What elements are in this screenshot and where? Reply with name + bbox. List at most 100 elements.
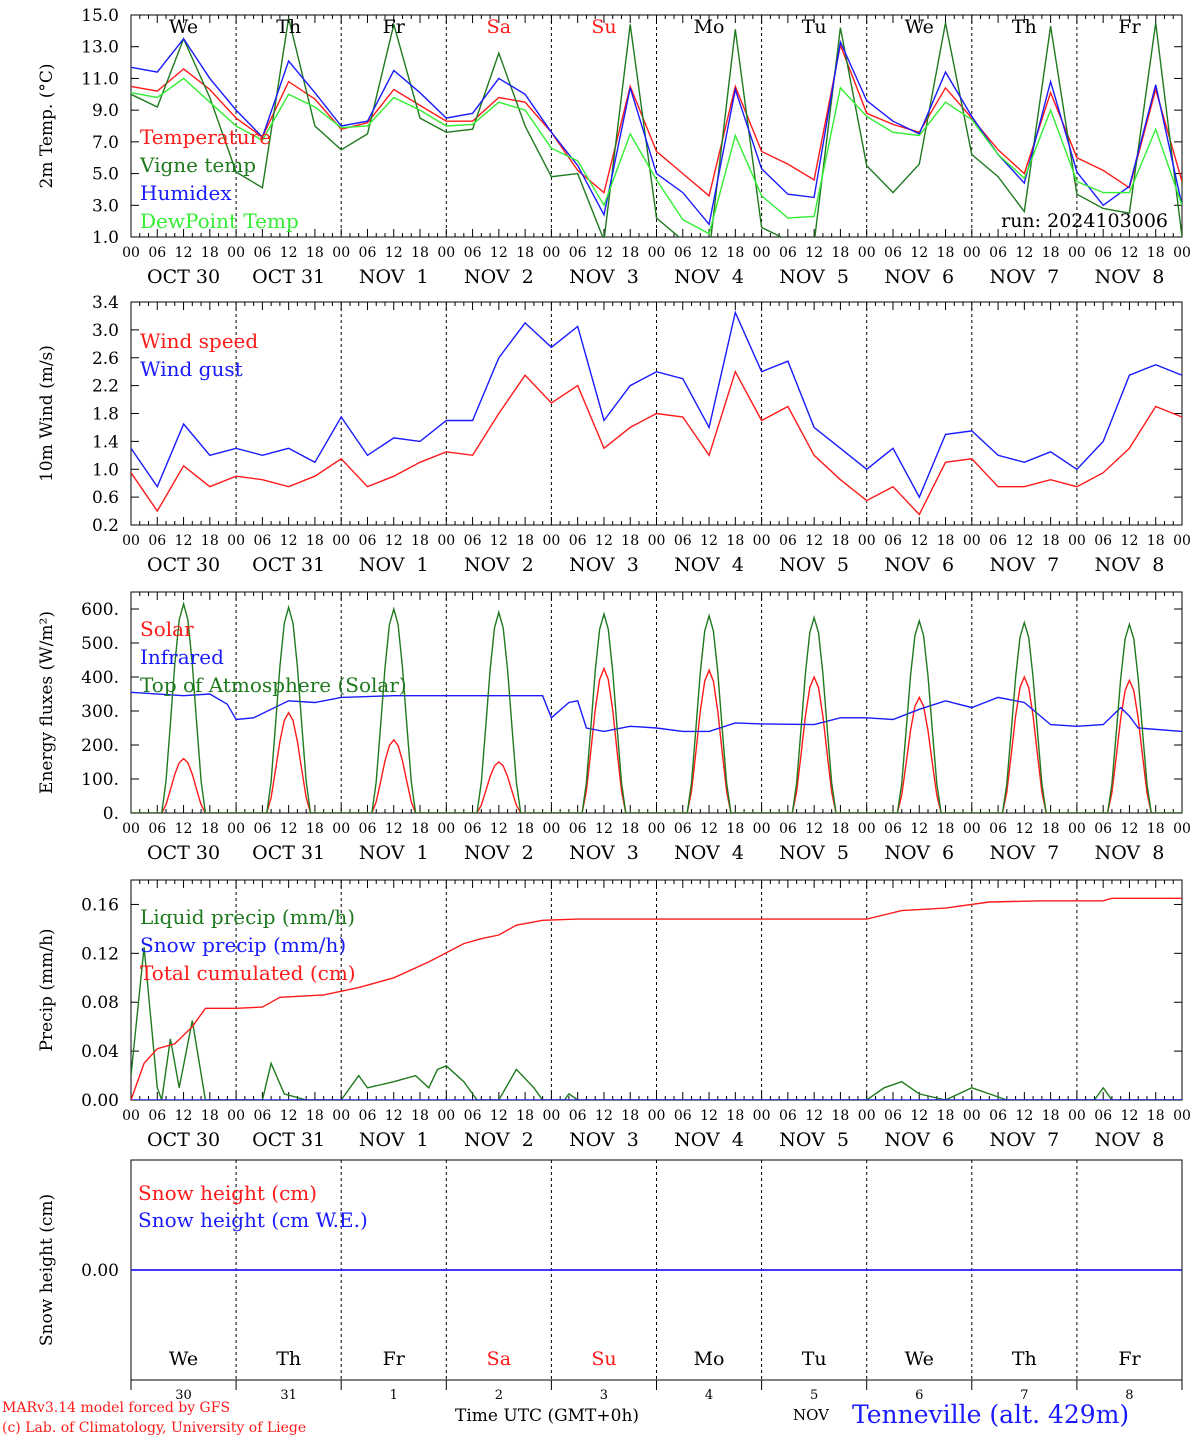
legend-entry: Infrared [140, 645, 224, 669]
day-label: NOV 6 [884, 1129, 954, 1151]
hour-tick-label: 18 [201, 245, 219, 261]
weekday-label: We [905, 16, 934, 38]
panel-2: 0.2 0.6 1.0 1.4 1.8 2.2 2.6 3.0 3.4 10m Wind (m/s… [37, 293, 1191, 576]
hour-tick-label: 18 [411, 533, 429, 549]
day-label: NOV 5 [779, 554, 849, 576]
hour-tick-label: 06 [359, 1108, 377, 1124]
series-line [131, 666, 1182, 813]
panel-5: 0.00 Snow height (cm) Snow height (cm) Snow… [37, 1159, 1183, 1381]
hour-tick-label: 18 [621, 821, 639, 837]
hour-tick-label: 06 [464, 821, 482, 837]
y-tick-label: 13.0 [81, 38, 119, 58]
y-axis-label: 2m Temp. (°C) [37, 63, 57, 188]
hour-tick-label: 06 [253, 821, 271, 837]
legend-entry: Top of Atmosphere (Solar) [140, 673, 407, 697]
series-line [131, 601, 1182, 813]
series-line [131, 18, 1182, 237]
series-line [131, 77, 1182, 235]
y-tick-label: 200. [81, 736, 119, 756]
hour-tick-label: 12 [1015, 821, 1033, 837]
hour-tick-label: 18 [621, 1108, 639, 1124]
day-label: NOV 5 [779, 266, 849, 288]
hour-tick-label: 18 [937, 245, 955, 261]
y-tick-label: 1.4 [92, 432, 119, 452]
y-tick-label: 0. [103, 804, 119, 824]
day-label: NOV 7 [989, 842, 1059, 864]
hour-tick-label: 12 [1121, 1108, 1139, 1124]
series-line [131, 310, 1182, 499]
weekday-label: Mo [694, 1348, 725, 1370]
weekday-label: Mo [694, 16, 725, 38]
day-label: NOV 6 [884, 842, 954, 864]
hour-tick-label: 00 [332, 821, 350, 837]
hour-tick-label: 18 [306, 821, 324, 837]
hour-tick-label: 18 [1147, 245, 1165, 261]
day-number-label: 2 [495, 1388, 503, 1403]
hour-tick-label: 06 [884, 245, 902, 261]
hour-tick-label: 12 [175, 821, 193, 837]
hour-tick-label: 12 [700, 245, 718, 261]
hour-tick-label: 12 [805, 1108, 823, 1124]
hour-tick-label: 00 [227, 245, 245, 261]
weekday-label: Th [1012, 1348, 1037, 1370]
day-label: NOV 4 [674, 554, 744, 576]
day-label: NOV 7 [989, 554, 1059, 576]
hour-tick-label: 06 [464, 245, 482, 261]
hour-tick-label: 12 [280, 821, 298, 837]
legend-entry: DewPoint Temp [140, 209, 299, 233]
hour-tick-label: 06 [464, 533, 482, 549]
day-label: NOV 2 [464, 266, 534, 288]
y-tick-label: 5.0 [92, 165, 119, 185]
hour-tick-label: 00 [648, 533, 666, 549]
hour-tick-label: 06 [569, 245, 587, 261]
series-line [131, 947, 1182, 1100]
run-annotation: run: 2024103006 [1001, 210, 1168, 232]
hour-tick-label: 00 [963, 1108, 981, 1124]
station-title: Tenneville (alt. 429m) [852, 1400, 1130, 1429]
hour-tick-label: 00 [1068, 821, 1086, 837]
hour-tick-label: 18 [516, 533, 534, 549]
hour-tick-label: 12 [805, 821, 823, 837]
hour-tick-label: 18 [726, 245, 744, 261]
day-label: NOV 7 [989, 266, 1059, 288]
hour-tick-label: 18 [201, 533, 219, 549]
weekday-label: Th [1012, 16, 1037, 38]
hour-tick-label: 18 [1147, 821, 1165, 837]
hour-tick-label: 00 [122, 245, 140, 261]
hour-tick-label: 00 [122, 821, 140, 837]
weekday-label: We [169, 1348, 198, 1370]
hour-tick-label: 12 [280, 1108, 298, 1124]
hour-tick-label: 06 [779, 533, 797, 549]
hour-tick-label: 06 [779, 1108, 797, 1124]
day-number-label: 1 [390, 1388, 398, 1403]
weekday-label: Su [591, 16, 616, 38]
hour-tick-label: 12 [595, 245, 613, 261]
time-axis-label: Time UTC (GMT+0h) [455, 1406, 640, 1426]
hour-tick-label: 06 [569, 533, 587, 549]
hour-tick-label: 18 [201, 1108, 219, 1124]
hour-tick-label: 06 [1094, 1108, 1112, 1124]
hour-tick-label: 18 [621, 245, 639, 261]
hour-tick-label: 18 [306, 1108, 324, 1124]
day-label: NOV 4 [674, 842, 744, 864]
hour-tick-label: 00 [858, 533, 876, 549]
hour-tick-label: 00 [963, 821, 981, 837]
model-credit: MARv3.14 model forced by GFS [2, 1400, 231, 1416]
hour-tick-label: 00 [227, 533, 245, 549]
hour-tick-label: 12 [1015, 245, 1033, 261]
legend-entry: Snow height (cm) [138, 1181, 317, 1205]
hour-tick-label: 06 [989, 1108, 1007, 1124]
weekday-label: Fr [1118, 16, 1141, 38]
weekday-label: Th [276, 16, 301, 38]
hour-tick-label: 12 [1121, 533, 1139, 549]
hour-tick-label: 12 [1015, 533, 1033, 549]
hour-tick-label: 12 [490, 533, 508, 549]
hour-tick-label: 12 [595, 821, 613, 837]
y-tick-label: 500. [81, 634, 119, 654]
hour-tick-label: 06 [464, 1108, 482, 1124]
day-label: OCT 30 [147, 266, 220, 288]
panel-1: 1.0 3.0 5.0 7.0 9.0 11.0 13.0 15.0 2m Temp. (°C)… [37, 6, 1191, 288]
hour-tick-label: 06 [148, 821, 166, 837]
hour-tick-label: 18 [937, 821, 955, 837]
hour-tick-label: 06 [253, 245, 271, 261]
